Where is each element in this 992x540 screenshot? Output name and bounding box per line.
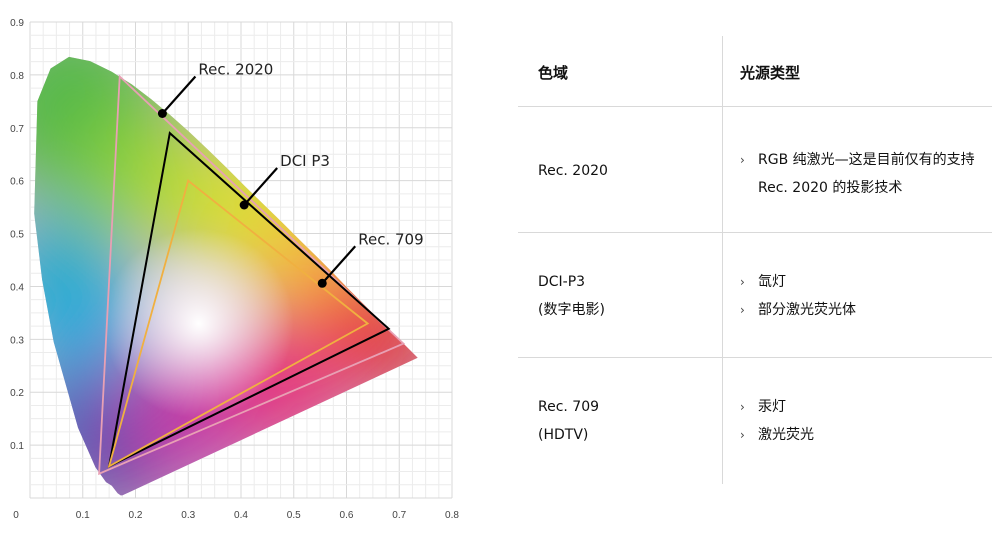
x-tick-label: 0.5 [287,510,301,521]
annotation-leader-line [243,167,278,206]
list-item: › 激光荧光 [740,421,990,449]
light-source-text: 激光荧光 [758,427,814,443]
list-item: › RGB 纯激光—这是目前仅有的支持 Rec. 2020 的投影技术 [740,146,990,202]
chart-axis-ticks: 0 0.1 0.2 0.3 0.4 0.5 0.6 0.7 0.8 0.1 0.2 0.3 0.4 0.5… [10,18,459,521]
x-tick-label: 0.3 [181,510,195,521]
y-tick-label: 0.1 [10,441,24,452]
row-gamut-subtitle: (HDTV) [538,427,589,443]
annotation-dot [239,200,249,210]
row-gamut-name: DCI-P3 [538,274,586,290]
x-tick-label: 0.2 [129,510,143,521]
gamut-triangle-rec-709 [107,179,370,469]
y-tick-label: 0.7 [10,124,24,135]
annotation-leader-line [321,245,357,285]
x-tick-label: 0.6 [340,510,354,521]
table-header-gamut: 色域 [538,64,569,82]
y-tick-label: 0.5 [10,230,24,241]
y-tick-label: 0.3 [10,335,24,346]
chevron-right-icon: › [740,303,745,317]
table-column-divider [722,36,723,484]
table-row-divider [518,232,992,233]
table-row-divider [518,357,992,358]
row-gamut-subtitle: (数字电影) [538,302,605,318]
table-header-light-source: 光源类型 [740,64,801,82]
x-tick-label: 0.8 [445,510,459,521]
x-tick-label: 0.1 [76,510,90,521]
cie-chromaticity-chart: 0 0.1 0.2 0.3 0.4 0.5 0.6 0.7 0.8 0.1 0.2 0.3 0.4 0.5… [10,18,459,521]
list-item: › 汞灯 [740,393,990,421]
x-tick-label: 0 [13,510,19,521]
chevron-right-icon: › [740,428,745,442]
annotation-dot [157,108,167,118]
x-tick-label: 0.7 [392,510,406,521]
y-tick-label: 0.2 [10,388,24,399]
gamut-table: 色域 光源类型 Rec. 2020 › RGB 纯激光—这是目前仅有的支持 Rec… [518,36,992,486]
annotation-label: Rec. 709 [358,230,423,248]
annotation-leader-line [161,75,197,115]
chevron-right-icon: › [740,400,745,414]
y-tick-label: 0.4 [10,282,24,293]
x-tick-label: 0.4 [234,510,248,521]
row-gamut-name: Rec. 2020 [538,163,608,179]
light-source-text: 汞灯 [758,399,786,415]
gamut-triangles [98,74,406,476]
chevron-right-icon: › [740,153,745,167]
list-item: › 部分激光荧光体 [740,296,990,324]
y-tick-label: 0.9 [10,18,24,29]
list-item: › 氙灯 [740,268,990,296]
gamut-annotations: Rec. 2020 DCI P3 Rec. 709 [157,60,424,288]
annotation-dot [317,278,327,288]
light-source-text: 氙灯 [758,274,786,290]
light-source-text: 部分激光荧光体 [758,302,856,318]
chevron-right-icon: › [740,275,745,289]
light-source-text: RGB 纯激光—这是目前仅有的支持 Rec. 2020 的投影技术 [758,152,975,196]
annotation-label: DCI P3 [280,152,330,170]
y-tick-label: 0.6 [10,177,24,188]
y-tick-label: 0.8 [10,71,24,82]
gamut-triangle-rec-2020 [98,74,406,476]
table-header-divider [518,106,992,107]
annotation-label: Rec. 2020 [198,60,273,78]
gamut-triangle-dci-p3 [107,131,391,469]
row-gamut-name: Rec. 709 [538,399,600,415]
white-point-glow [103,228,294,419]
